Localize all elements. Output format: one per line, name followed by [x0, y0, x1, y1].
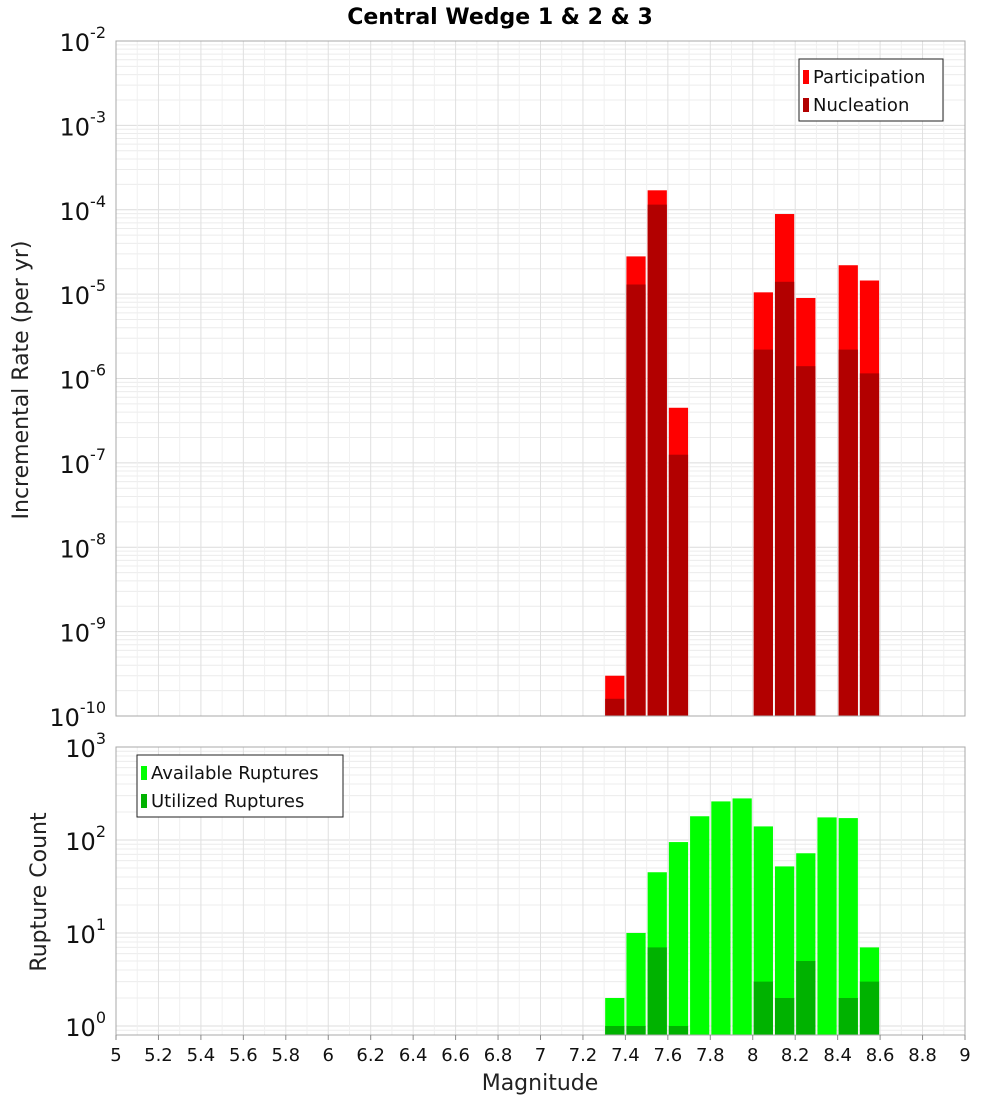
- bar: [647, 204, 667, 717]
- x-tick-label: 8.2: [781, 1045, 810, 1066]
- bar: [838, 997, 858, 1035]
- bar: [753, 349, 773, 716]
- x-tick-label: 9: [959, 1045, 970, 1066]
- legend-box: [798, 58, 944, 122]
- x-axis-label: Magnitude: [482, 1071, 599, 1096]
- y-tick-label: 10-2: [60, 23, 107, 57]
- y-tick-label: 10-6: [60, 361, 107, 395]
- x-tick-label: 8: [747, 1045, 758, 1066]
- top-y-axis-label: Incremental Rate (per yr): [9, 241, 34, 520]
- x-tick-label: 7.2: [569, 1045, 598, 1066]
- x-tick-label: 5.6: [229, 1045, 258, 1066]
- legend-box: [136, 754, 344, 818]
- panel-1: 10-10 10-9 10-8 10-7 10-6 10-5 10-4 10-3 10-2 Par…: [49, 23, 966, 732]
- y-tick-label: 10-7: [60, 445, 107, 479]
- y-tick-label: 10-4: [60, 192, 107, 226]
- bar: [668, 1025, 689, 1035]
- bar: [796, 366, 816, 716]
- bar: [605, 997, 625, 1035]
- x-tick-label: 8.8: [908, 1045, 937, 1066]
- y-ticks: 10-10 10-9 10-8 10-7 10-6 10-5 10-4 10-3 10-2: [49, 23, 106, 732]
- bar: [859, 981, 880, 1035]
- bar: [626, 932, 646, 1035]
- legend-label: Utilized Ruptures: [151, 791, 304, 812]
- y-tick-label: 10-10: [49, 698, 106, 732]
- bar: [668, 454, 689, 716]
- bar: [647, 947, 667, 1035]
- x-tick-label: 6.8: [484, 1045, 513, 1066]
- y-ticks: 100 101 102 103: [65, 729, 106, 1042]
- x-tick-label: 6: [323, 1045, 334, 1066]
- series-nucleation: [605, 204, 880, 717]
- x-tick-label: 7.4: [611, 1045, 640, 1066]
- panel-2: 100 101 102 103 5 5.2 5.4 5.6 5.8 6 6.2 6.4 6.6 6.8 7 7…: [65, 729, 970, 1066]
- x-tick-label: 5.8: [271, 1045, 300, 1066]
- legend-swatch: [803, 70, 809, 84]
- x-tick-label: 6.2: [356, 1045, 385, 1066]
- x-ticks: 5 5.2 5.4 5.6 5.8 6 6.2 6.4 6.6 6.8 7 7.2 7.4 7.6 7.8 8…: [110, 1035, 971, 1066]
- plot-frame: [115, 40, 966, 717]
- bar: [774, 866, 795, 1035]
- x-tick-label: 6.6: [441, 1045, 470, 1066]
- legend-label: Available Ruptures: [151, 763, 319, 784]
- legend: Available Ruptures Utilized Ruptures: [136, 754, 344, 818]
- legend-label: Participation: [813, 67, 925, 88]
- bar: [605, 698, 625, 716]
- y-tick-label: 102: [65, 822, 106, 856]
- y-tick-label: 101: [65, 915, 106, 949]
- bar: [668, 842, 689, 1035]
- x-tick-label: 7.6: [654, 1045, 683, 1066]
- legend-label: Nucleation: [813, 95, 909, 116]
- bar: [690, 816, 710, 1035]
- legend-swatch: [141, 766, 147, 780]
- bar: [796, 960, 816, 1035]
- x-tick-label: 7: [535, 1045, 546, 1066]
- x-tick-label: 6.4: [399, 1045, 428, 1066]
- bottom-y-axis-label: Rupture Count: [27, 812, 52, 972]
- bar: [711, 801, 731, 1035]
- y-tick-label: 10-3: [60, 107, 107, 141]
- bar: [732, 798, 752, 1035]
- bar: [838, 818, 858, 1035]
- y-tick-label: 10-8: [60, 529, 107, 563]
- x-tick-label: 5.2: [144, 1045, 173, 1066]
- x-tick-label: 5.4: [187, 1045, 216, 1066]
- legend: Participation Nucleation: [798, 58, 944, 122]
- y-tick-label: 10-5: [60, 276, 107, 310]
- bar: [753, 981, 773, 1035]
- y-tick-label: 103: [65, 729, 106, 763]
- legend-swatch: [141, 794, 147, 808]
- x-tick-label: 8.6: [866, 1045, 895, 1066]
- x-tick-label: 8.4: [823, 1045, 852, 1066]
- y-tick-label: 100: [65, 1008, 106, 1042]
- bar: [859, 373, 880, 716]
- bar: [605, 1025, 625, 1035]
- bar: [626, 1025, 646, 1035]
- legend-swatch: [803, 98, 809, 112]
- bar: [774, 281, 795, 716]
- bar: [626, 284, 646, 716]
- grid: [115, 40, 966, 717]
- bar: [774, 997, 795, 1035]
- series-utilized-ruptures: [605, 947, 880, 1035]
- x-tick-label: 7.8: [696, 1045, 725, 1066]
- bar: [817, 817, 837, 1035]
- bar: [838, 349, 858, 716]
- x-tick-label: 5: [110, 1045, 121, 1066]
- y-tick-label: 10-9: [60, 614, 107, 648]
- chart-title: Central Wedge 1 & 2 & 3: [347, 5, 653, 30]
